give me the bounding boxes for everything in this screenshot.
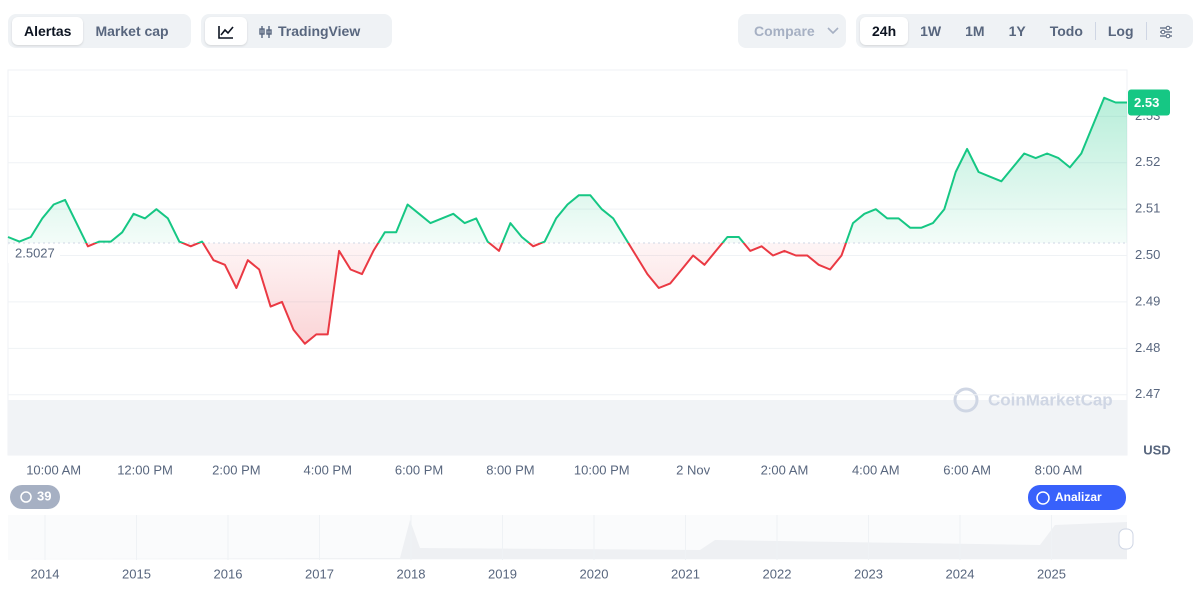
x-tick-label: 8:00 AM — [1035, 462, 1083, 477]
chart-tabs: TradingView — [201, 14, 392, 48]
y-tick-label: 2.53 — [1135, 108, 1160, 123]
range[interactable]: 1Y — [1008, 23, 1026, 39]
alerts-count: 39 — [37, 488, 51, 503]
x-tick-label: 6:00 PM — [395, 462, 443, 477]
x-tick-label: 4:00 PM — [304, 462, 352, 477]
x-tick-label: 2 Nov — [676, 462, 710, 477]
navigator-year: 2021 — [671, 566, 700, 581]
baseline-label: 2.5027 — [15, 245, 55, 260]
compare[interactable]: Compare — [738, 14, 846, 48]
y-unit: USD — [1143, 442, 1170, 457]
navigator-year: 2025 — [1037, 566, 1066, 581]
price-tag-label: 2.53 — [1134, 95, 1159, 110]
x-tick-label: 8:00 PM — [486, 462, 534, 477]
x-tick-label: 12:00 PM — [117, 462, 173, 477]
navigator-handle[interactable] — [1118, 528, 1134, 550]
plot-frame — [7, 69, 1128, 456]
x-tick-label: 2:00 PM — [212, 462, 260, 477]
navigator-year: 2014 — [31, 566, 60, 581]
price-line — [7, 96, 1127, 345]
tab[interactable]: TradingView — [247, 17, 372, 45]
navigator-area — [8, 520, 1127, 559]
x-tick-label: 10:00 AM — [26, 462, 81, 477]
navigator-year: 2017 — [305, 566, 334, 581]
y-tick-label: 2.50 — [1135, 247, 1160, 262]
price-tag — [1128, 89, 1170, 116]
analyze-button[interactable] — [1028, 485, 1126, 510]
area — [8, 97, 1127, 344]
range[interactable]: 1M — [965, 23, 985, 39]
analyze-icon — [1036, 491, 1050, 505]
tab[interactable]: Market cap — [95, 23, 169, 39]
y-tick-label: 2.47 — [1135, 386, 1160, 401]
navigator-year: 2020 — [580, 566, 609, 581]
y-tick-label: 2.52 — [1135, 154, 1160, 169]
compare-label: Compare — [754, 23, 815, 39]
settings[interactable] — [1147, 17, 1185, 45]
range[interactable]: 1W — [920, 23, 942, 39]
y-tick-label: 2.49 — [1135, 293, 1160, 308]
analyze-label: Analizar — [1055, 490, 1102, 504]
navigator-year: 2024 — [946, 566, 975, 581]
x-tick-label: 6:00 AM — [943, 462, 991, 477]
log[interactable]: Log — [1107, 23, 1134, 39]
navigator — [8, 515, 1127, 560]
tab[interactable]: Alertas — [12, 17, 84, 45]
x-tick-label: 4:00 AM — [852, 462, 900, 477]
navigator-year: 2023 — [854, 566, 883, 581]
watermark: CoinMarketCap — [988, 390, 1113, 409]
baseline-label-bg — [8, 245, 60, 264]
range[interactable]: 24h — [860, 17, 909, 45]
watermark-logo — [953, 387, 979, 413]
y-tick-label: 2.51 — [1135, 201, 1160, 216]
navigator-year: 2022 — [763, 566, 792, 581]
navigator-year: 2016 — [214, 566, 243, 581]
line-chart-tab[interactable] — [205, 17, 247, 45]
alerts-badge[interactable] — [10, 485, 60, 509]
navigator-year: 2019 — [488, 566, 517, 581]
y-tick-label: 2.48 — [1135, 340, 1160, 355]
range[interactable]: Todo — [1049, 23, 1083, 39]
x-tick-label: 10:00 PM — [574, 462, 630, 477]
tab-label: TradingView — [278, 23, 361, 39]
view-tabs: Alertas Market cap — [8, 14, 191, 48]
alerts-icon — [20, 491, 32, 503]
x-tick-label: 2:00 AM — [761, 462, 809, 477]
volume-area — [8, 400, 1127, 455]
navigator-year: 2015 — [122, 566, 151, 581]
ranges: 24h 1W 1M 1Y Todo Log — [856, 14, 1193, 48]
navigator-year: 2018 — [397, 566, 426, 581]
